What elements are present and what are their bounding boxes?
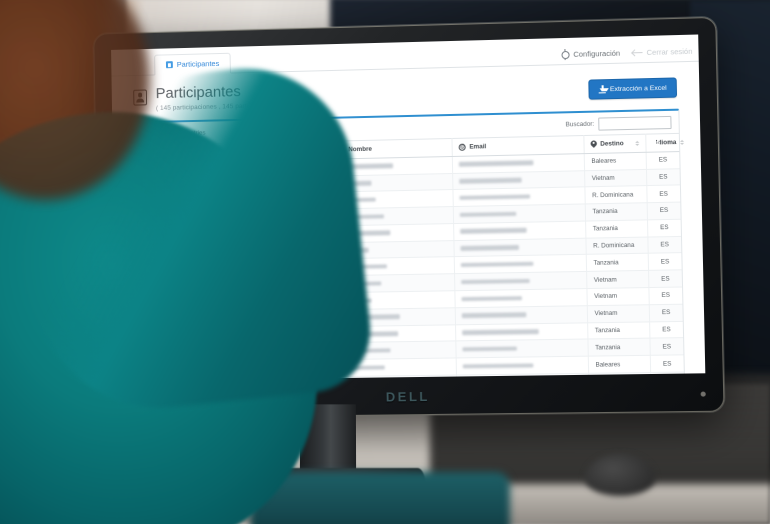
cell-email (455, 322, 589, 342)
cell-destino: Baleares (588, 355, 651, 374)
cell-idioma: ES (645, 151, 680, 169)
cell-idioma: ES (647, 236, 682, 254)
cell-email (456, 356, 590, 375)
cell-idioma: ES (648, 303, 683, 322)
cell-destino: Vietnam (585, 168, 647, 188)
pin-icon (591, 141, 597, 148)
logout-link[interactable]: Cerrar sesión (632, 47, 692, 58)
cell-idioma: ES (649, 354, 684, 373)
redacted-value (459, 160, 534, 167)
redacted-value (459, 177, 522, 184)
export-excel-button[interactable]: Extracción a Excel (588, 77, 678, 100)
settings-link[interactable]: Configuración (561, 49, 620, 60)
redacted-value (459, 194, 531, 201)
cell-idioma: ES (648, 270, 683, 288)
column-label: Destino (600, 139, 624, 148)
redacted-value (460, 211, 517, 218)
redacted-value (461, 295, 523, 302)
download-icon (598, 85, 606, 94)
cell-destino: Tanzania (588, 338, 650, 357)
back-arrow-icon (632, 49, 642, 56)
cell-destino: Vietnam (587, 287, 649, 306)
cell-destino: Vietnam (587, 270, 649, 289)
cell-email (455, 288, 588, 308)
redacted-value (460, 228, 527, 234)
column-label: Nombre (348, 145, 373, 154)
sort-icon[interactable] (634, 140, 639, 146)
cell-destino: Tanzania (588, 321, 650, 340)
search-control: Buscador: (565, 115, 672, 132)
redacted-value (462, 312, 527, 318)
at-icon: @ (458, 143, 466, 151)
sort-icon[interactable] (679, 139, 685, 145)
mouse (585, 454, 655, 496)
cell-destino: Tanzania (586, 219, 648, 238)
cell-idioma: ES (649, 337, 684, 356)
redacted-value (461, 278, 530, 285)
redacted-value (462, 363, 534, 369)
dell-logo: DELL (385, 388, 430, 404)
cell-destino: R. Dominicana (586, 236, 648, 255)
cell-idioma: ES (646, 185, 681, 203)
cell-idioma: ES (646, 202, 681, 220)
cell-destino: Tanzania (586, 253, 649, 272)
cell-destino: Tanzania (585, 202, 648, 221)
export-excel-label: Extracción a Excel (609, 84, 667, 93)
tab-label: Participantes (176, 58, 220, 69)
column-header-idioma[interactable]: Idioma (645, 133, 685, 153)
column-label: Email (469, 142, 487, 151)
cell-email (454, 271, 588, 291)
cell-idioma: ES (646, 168, 680, 186)
redacted-value (462, 329, 539, 335)
search-label: Buscador: (565, 120, 595, 129)
column-header-destino[interactable]: Destino (584, 133, 646, 154)
power-led-icon (700, 391, 706, 397)
search-input[interactable] (598, 115, 672, 131)
gear-icon (561, 50, 570, 59)
redacted-value (461, 261, 534, 268)
cell-destino: R. Dominicana (585, 185, 647, 205)
keyboard (250, 472, 510, 524)
cell-idioma: ES (648, 287, 683, 305)
cell-email (456, 339, 589, 359)
cell-email (455, 305, 589, 325)
logout-label: Cerrar sesión (646, 46, 693, 57)
participants-icon (165, 61, 173, 69)
cell-idioma: ES (649, 320, 684, 339)
cell-idioma: ES (647, 219, 681, 237)
cell-destino: Baleares (584, 152, 647, 171)
settings-label: Configuración (573, 48, 621, 59)
redacted-value (462, 346, 518, 352)
redacted-value (460, 245, 520, 251)
cell-idioma: ES (647, 253, 682, 271)
cell-destino: Vietnam (587, 304, 650, 323)
